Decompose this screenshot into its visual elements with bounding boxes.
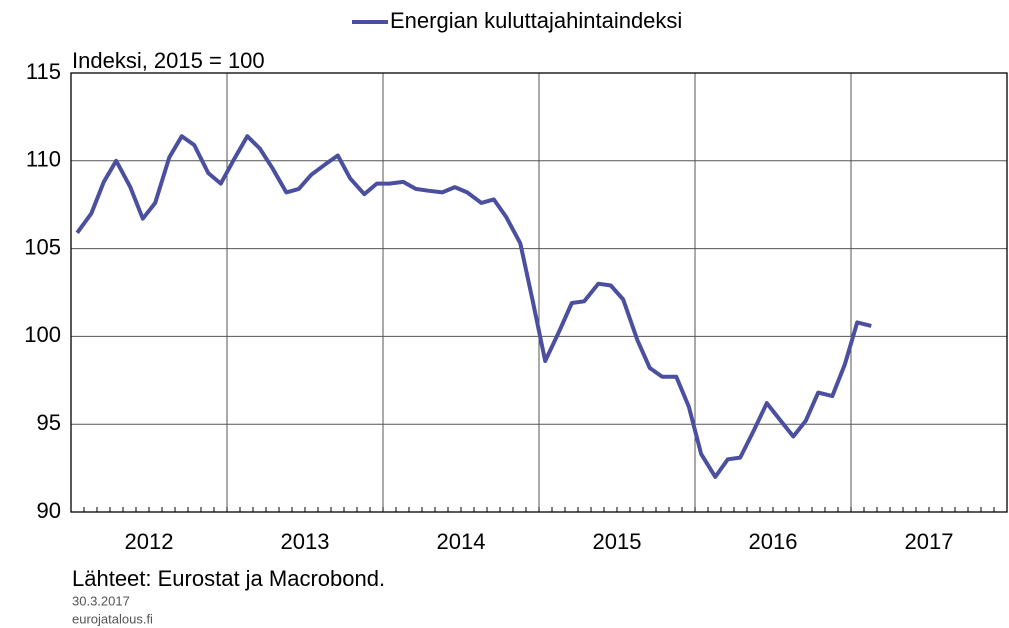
plot-frame <box>70 72 1008 513</box>
site: eurojatalous.fi <box>72 611 153 626</box>
x-tick-label: 2016 <box>749 529 798 554</box>
sources: Lähteet: Eurostat ja Macrobond. <box>72 566 385 591</box>
y-tick-label: 95 <box>37 410 61 435</box>
x-tick-label: 2013 <box>281 529 330 554</box>
x-tick-label: 2014 <box>437 529 486 554</box>
y-tick-label: 90 <box>37 498 61 523</box>
y-tick-label: 100 <box>24 322 61 347</box>
date: 30.3.2017 <box>72 593 130 608</box>
y-tick-label: 105 <box>24 234 61 259</box>
x-tick-label: 2015 <box>593 529 642 554</box>
x-tick-label: 2012 <box>125 529 174 554</box>
data-line <box>75 134 872 479</box>
legend-label: Energian kuluttajahintaindeksi <box>390 8 682 33</box>
y-tick-label: 110 <box>26 147 61 172</box>
y-tick-label: 115 <box>26 59 61 84</box>
x-tick-label: 2017 <box>905 529 954 554</box>
y-axis-label: Indeksi, 2015 = 100 <box>72 48 265 73</box>
